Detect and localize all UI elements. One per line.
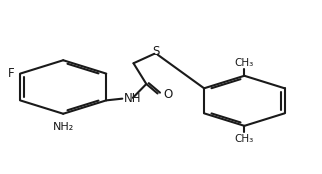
Text: F: F: [8, 67, 14, 80]
Text: CH₃: CH₃: [235, 58, 254, 68]
Text: CH₃: CH₃: [235, 134, 254, 144]
Text: O: O: [163, 88, 173, 101]
Text: NH: NH: [124, 92, 141, 105]
Text: NH₂: NH₂: [52, 122, 74, 132]
Text: S: S: [152, 45, 160, 58]
